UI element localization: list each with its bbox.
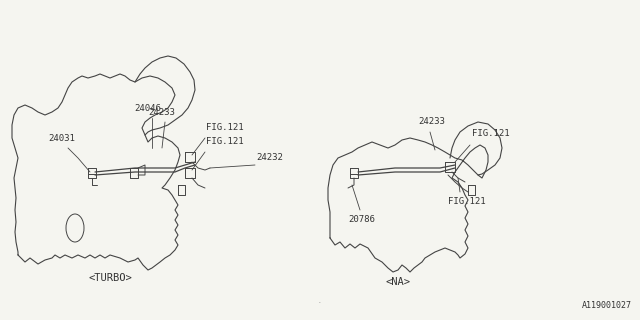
Text: 20786: 20786 xyxy=(348,215,375,224)
Text: FIG.121: FIG.121 xyxy=(448,197,486,206)
Text: .: . xyxy=(318,295,322,305)
Text: 24232: 24232 xyxy=(256,153,283,162)
Text: 24233: 24233 xyxy=(418,117,445,126)
Text: <TURBO>: <TURBO> xyxy=(88,273,132,283)
Text: <NA>: <NA> xyxy=(385,277,410,287)
Text: FIG.121: FIG.121 xyxy=(206,137,244,146)
Text: A119001027: A119001027 xyxy=(582,301,632,310)
Text: FIG.121: FIG.121 xyxy=(472,129,509,138)
Text: FIG.121: FIG.121 xyxy=(206,123,244,132)
Text: 24031: 24031 xyxy=(48,134,75,143)
Text: 24046: 24046 xyxy=(134,104,161,113)
Text: 24233: 24233 xyxy=(148,108,175,117)
